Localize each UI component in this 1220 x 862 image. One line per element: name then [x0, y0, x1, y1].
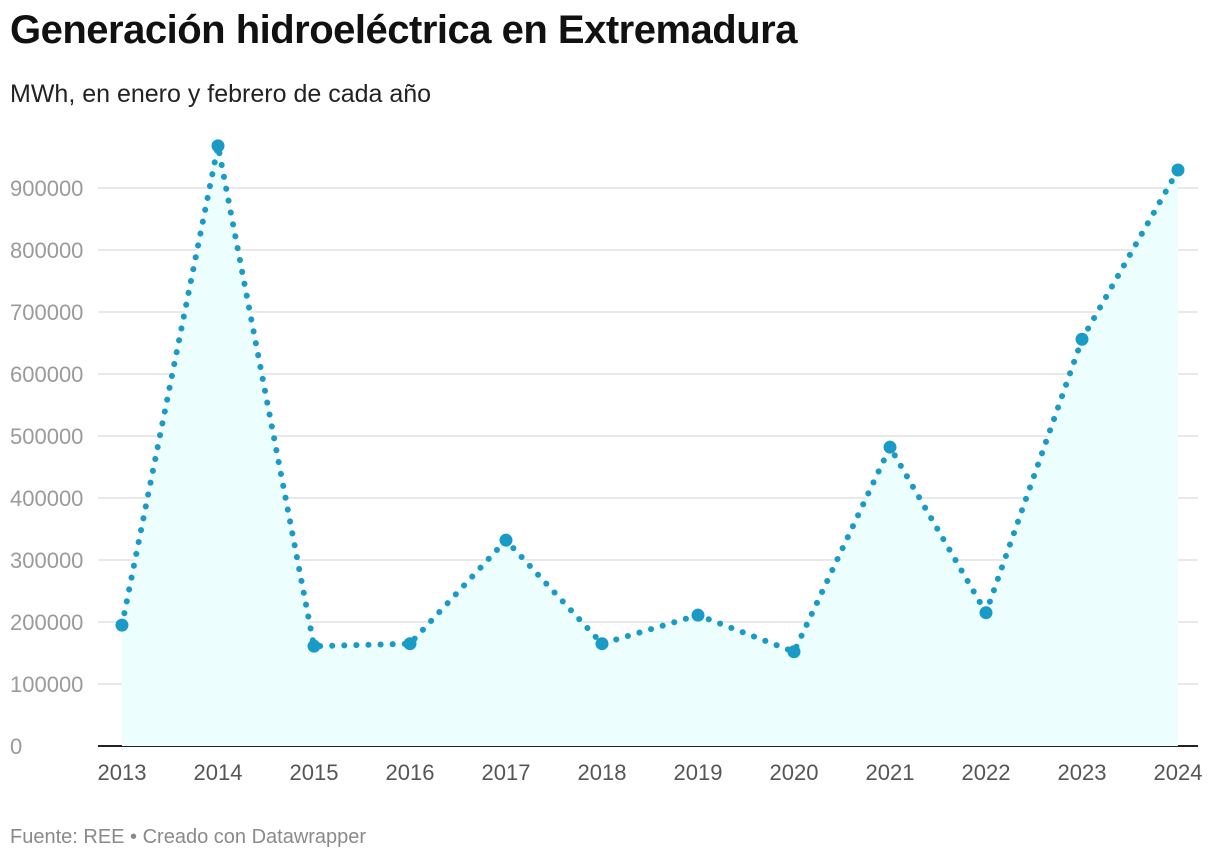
y-tick-label: 500000	[10, 424, 83, 449]
x-tick-label: 2016	[386, 760, 435, 785]
data-point	[115, 618, 129, 632]
data-point	[1171, 163, 1185, 177]
data-points-layer	[115, 139, 1185, 659]
x-tick-label: 2017	[482, 760, 531, 785]
x-tick-label: 2021	[866, 760, 915, 785]
x-tick-label: 2013	[98, 760, 147, 785]
y-tick-label: 0	[10, 734, 22, 759]
x-tick-label: 2023	[1058, 760, 1107, 785]
x-tick-label: 2020	[770, 760, 819, 785]
area-fill	[122, 145, 1178, 747]
area-fill-layer	[122, 145, 1178, 747]
y-tick-label: 200000	[10, 610, 83, 635]
x-tick-label: 2014	[194, 760, 243, 785]
y-tick-label: 600000	[10, 362, 83, 387]
data-point	[211, 139, 225, 153]
y-tick-label: 400000	[10, 486, 83, 511]
x-tick-label: 2019	[674, 760, 723, 785]
data-point	[1075, 332, 1089, 346]
y-axis-ticks: 0 100000 200000 300000 400000 500000 600000 700…	[10, 176, 83, 759]
x-tick-label: 2018	[578, 760, 627, 785]
data-point	[883, 440, 897, 454]
data-point	[307, 639, 321, 653]
x-tick-label: 2024	[1154, 760, 1203, 785]
series-line	[119, 142, 1181, 655]
series-line-layer	[119, 142, 1181, 655]
y-tick-label: 700000	[10, 300, 83, 325]
data-point	[595, 637, 609, 651]
y-tick-label: 300000	[10, 548, 83, 573]
data-point	[403, 637, 417, 651]
data-point	[787, 645, 801, 659]
y-tick-label: 100000	[10, 672, 83, 697]
data-point	[979, 606, 993, 620]
gridlines	[98, 187, 1198, 747]
y-tick-label: 800000	[10, 238, 83, 263]
data-point	[691, 608, 705, 622]
x-axis-ticks: 2013 2014 2015 2016 2017 2018 2019 2020 2021 2022…	[98, 760, 1203, 785]
chart-title: Generación hidroeléctrica en Extremadura	[10, 8, 797, 52]
data-point	[499, 533, 513, 547]
x-tick-label: 2015	[290, 760, 339, 785]
x-tick-label: 2022	[962, 760, 1011, 785]
source-note: Fuente: REE • Creado con Datawrapper	[10, 826, 367, 848]
chart-subtitle: MWh, en enero y febrero de cada año	[10, 80, 432, 108]
y-tick-label: 900000	[10, 176, 83, 201]
